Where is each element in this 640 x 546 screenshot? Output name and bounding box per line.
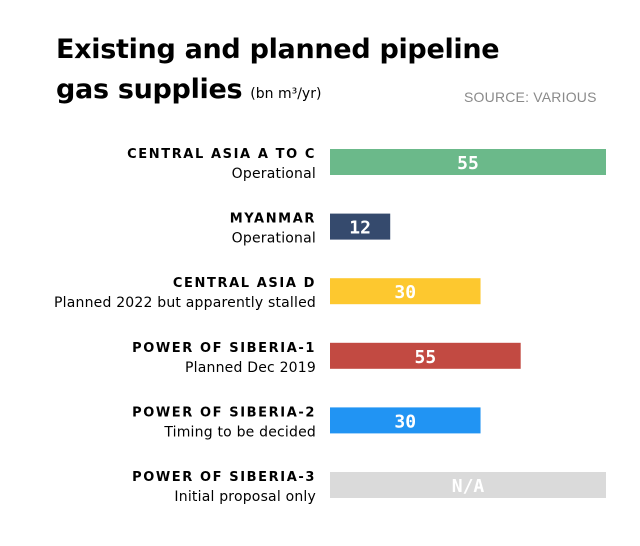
bar-row: POWER OF SIBERIA-1 Planned Dec 2019 55 bbox=[132, 341, 521, 376]
bar-row: POWER OF SIBERIA-3 Initial proposal only N… bbox=[132, 470, 606, 505]
category-label: CENTRAL ASIA A TO C bbox=[127, 147, 316, 162]
bar-value-label: 12 bbox=[349, 218, 371, 239]
bar-row: CENTRAL ASIA D Planned 2022 but apparentl… bbox=[54, 276, 481, 311]
bar-value-label: 30 bbox=[394, 282, 416, 303]
chart-title: Existing and planned pipeline gas suppli… bbox=[56, 30, 500, 114]
unit-label: (bn m³/yr) bbox=[250, 86, 322, 102]
bar-row: CENTRAL ASIA A TO C Operational 55 bbox=[127, 147, 606, 182]
bar-value-label: 30 bbox=[394, 411, 416, 432]
category-label: POWER OF SIBERIA-1 bbox=[132, 341, 316, 356]
bar-value-label: 55 bbox=[457, 153, 479, 174]
bar bbox=[330, 278, 481, 305]
title-line-2: gas supplies (bn m³/yr) bbox=[56, 70, 499, 114]
category-status: Planned 2022 but apparently stalled bbox=[54, 295, 316, 311]
bar-row: MYANMAR Operational 12 bbox=[230, 212, 391, 247]
bar-value-label: 55 bbox=[415, 347, 437, 368]
category-status: Initial proposal only bbox=[174, 489, 316, 505]
category-label: CENTRAL ASIA D bbox=[173, 276, 316, 291]
category-label: POWER OF SIBERIA-3 bbox=[132, 470, 316, 485]
category-label: POWER OF SIBERIA-2 bbox=[132, 405, 316, 420]
bar bbox=[330, 407, 481, 434]
category-status: Planned Dec 2019 bbox=[185, 360, 316, 376]
title-line-2-text: gas supplies bbox=[56, 74, 243, 105]
source-label: SOURCE: VARIOUS bbox=[464, 89, 597, 105]
bar bbox=[330, 342, 521, 369]
bar bbox=[330, 149, 606, 175]
category-label: MYANMAR bbox=[230, 212, 316, 227]
title-line-1: Existing and planned pipeline bbox=[56, 34, 500, 65]
category-status: Operational bbox=[232, 166, 316, 182]
category-status: Operational bbox=[232, 231, 316, 247]
bar bbox=[330, 213, 391, 240]
bar-value-label: N/A bbox=[452, 476, 485, 497]
category-status: Timing to be decided bbox=[163, 424, 316, 440]
bar-row: POWER OF SIBERIA-2 Timing to be decided 30 bbox=[132, 405, 481, 440]
bar bbox=[330, 472, 606, 498]
